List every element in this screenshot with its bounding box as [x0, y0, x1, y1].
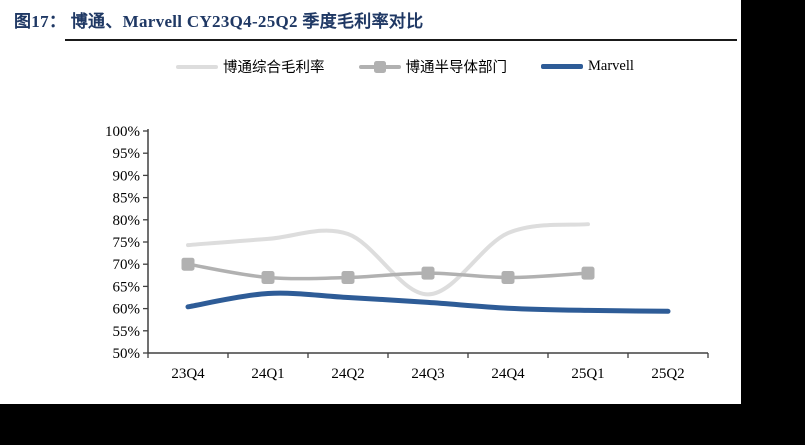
legend-label: Marvell	[588, 58, 634, 74]
series-0-line	[186, 222, 590, 297]
y-axis-tick-label: 75%	[113, 235, 141, 251]
y-axis-tick-label: 50%	[113, 346, 141, 362]
y-axis-tick-label: 90%	[113, 168, 141, 184]
legend-item-marvell: Marvell	[541, 58, 634, 75]
legend-line-swatch-navy	[541, 60, 583, 74]
x-axis-tick-label: 24Q3	[411, 366, 444, 382]
y-axis-tick-label: 60%	[113, 302, 141, 318]
legend-line-swatch-light-gray	[176, 60, 218, 74]
series-1-marker	[181, 257, 195, 271]
document-page: 图17： 博通、Marvell CY23Q4-25Q2 季度毛利率对比 博通综合…	[0, 0, 741, 404]
series-1-marker	[341, 271, 355, 284]
x-axis-tick-label: 24Q4	[491, 366, 525, 382]
series-1-marker	[261, 271, 275, 284]
y-axis-tick-label: 85%	[113, 191, 141, 207]
x-axis-tick-label: 24Q2	[331, 366, 364, 382]
y-axis-tick-label: 65%	[113, 279, 141, 295]
top-divider	[65, 39, 737, 41]
legend-label: 博通综合毛利率	[223, 60, 325, 76]
y-axis-tick-label: 70%	[113, 257, 141, 273]
legend-item-broadcom-semiconductor: 博通半导体部门	[358, 56, 508, 77]
x-axis-tick-label: 23Q4	[171, 366, 205, 382]
series-1-marker	[421, 266, 435, 280]
series-2-line	[185, 290, 671, 314]
x-axis-tick-label: 24Q1	[251, 366, 284, 382]
x-axis-tick-label: 25Q1	[571, 366, 604, 382]
legend-item-broadcom-consolidated: 博通综合毛利率	[176, 56, 325, 77]
y-axis-tick-label: 55%	[113, 324, 141, 340]
y-axis-tick-label: 80%	[113, 213, 141, 229]
x-axis-tick-label: 25Q2	[651, 366, 684, 382]
series-1-marker	[501, 271, 515, 284]
line-chart: 50% 55% 60% 65% 70% 75% 80% 85% 90% 95% 100% 23Q4 24…	[105, 124, 709, 382]
legend-label: 博通半导体部门	[405, 60, 508, 76]
series-1-marker	[581, 266, 595, 280]
y-axis-tick-label: 100%	[105, 124, 140, 140]
chart-legend: 博通综合毛利率 博通半导体部门 Marvell	[176, 56, 634, 77]
legend-line-swatch-gray-square	[358, 60, 401, 74]
figure-title: 图17： 博通、Marvell CY23Q4-25Q2 季度毛利率对比	[14, 12, 424, 31]
y-axis-tick-label: 95%	[113, 146, 141, 162]
